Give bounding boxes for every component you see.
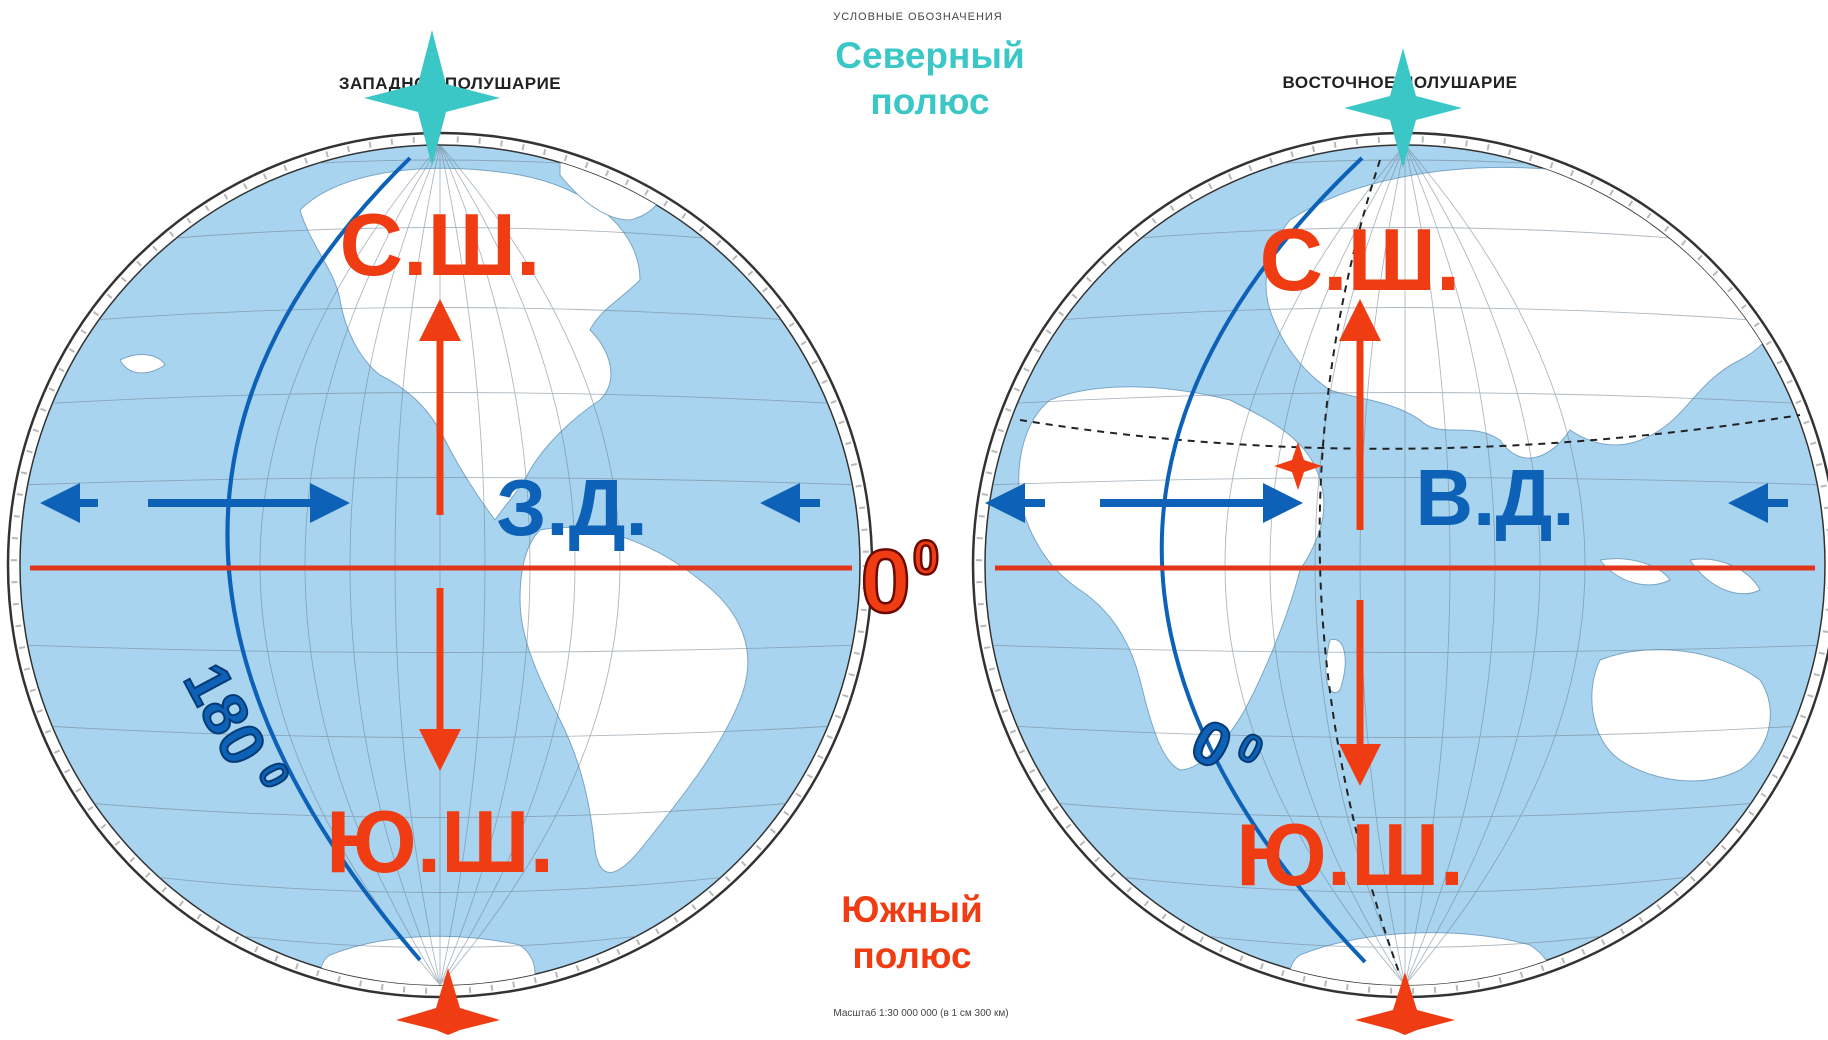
western-south-star-icon [396, 968, 500, 1035]
meridian-0-line [1159, 156, 1367, 964]
south-pole-label-line1: Южный [841, 889, 983, 930]
origin-star-icon [1274, 442, 1322, 490]
eastern-north-star-icon [1344, 48, 1462, 168]
western-south-label: Ю.Ш. [326, 792, 554, 891]
map-scale: Масштаб 1:30 000 000 (в 1 см 300 км) [833, 1007, 1008, 1019]
equator-degree-value: 0 [861, 532, 911, 632]
eastern-land [1018, 166, 1778, 985]
eastern-north-label: С.Ш. [1260, 210, 1461, 309]
dashed-meridian [1318, 159, 1401, 976]
legend-title: УСЛОВНЫЕ ОБОЗНАЧЕНИЯ [833, 11, 1003, 23]
western-hemisphere: С.Ш. Ю.Ш. З.Д. 1800 ЗАПАДНОЕ ПОЛУШАРИЕ [6, 30, 874, 1035]
north-pole-label-line1: Северный [835, 35, 1024, 76]
equator-degree-label: 00 [861, 532, 940, 632]
eastern-hemisphere: С.Ш. Ю.Ш. В.Д. 00 ВОСТОЧНОЕ ПОЛУШАРИЕ [971, 48, 1828, 1035]
south-pole-label-line2: полюс [852, 935, 971, 976]
north-pole-label-line2: полюс [870, 81, 989, 122]
eastern-south-star-icon [1355, 972, 1455, 1035]
dashed-parallel [1019, 414, 1801, 450]
western-north-star-icon [364, 30, 500, 166]
eastern-graticule [985, 145, 1825, 985]
equator-degree-sup: 0 [913, 532, 940, 585]
eastern-longitude-label: В.Д. [1415, 453, 1574, 542]
western-hemisphere-title: ЗАПАДНОЕ ПОЛУШАРИЕ [339, 74, 561, 93]
western-longitude-label: З.Д. [496, 463, 648, 552]
eastern-south-label: Ю.Ш. [1236, 805, 1464, 904]
western-north-label: С.Ш. [340, 195, 541, 294]
meridian-180-line [225, 156, 422, 962]
